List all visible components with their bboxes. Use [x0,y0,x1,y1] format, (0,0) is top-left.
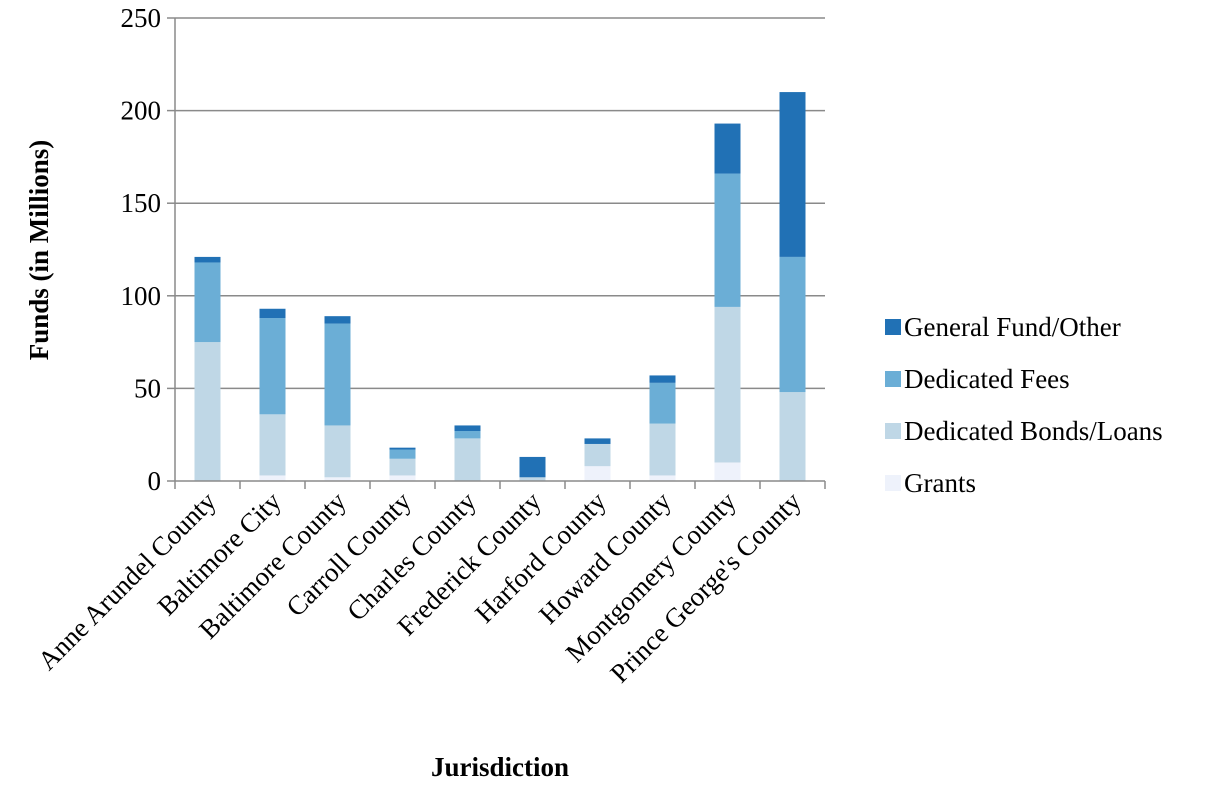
bar-segment [714,173,741,307]
y-tick-label: 100 [121,281,162,311]
y-tick-label: 50 [134,373,161,403]
bar-segment [779,92,806,257]
legend: General Fund/Other Dedicated Fees Dedicate… [885,312,1163,498]
x-axis-title: Jurisdiction [431,752,569,782]
y-tick-label: 150 [121,188,162,218]
bar-segment [454,430,481,439]
bar-segment [519,456,546,478]
legend-label: Grants [904,468,976,498]
bar-segment [714,123,741,174]
legend-swatch [885,423,901,439]
bar-segment [389,449,416,459]
bar-segment [584,438,611,444]
legend-swatch [885,475,901,491]
y-axis-title: Funds (in Millions) [24,140,54,361]
bar-segment [259,414,286,476]
axes [167,17,826,489]
bar-segment [324,316,351,324]
bar-segment [649,375,676,383]
bar-segment [324,477,351,481]
bar-segment [649,423,676,476]
bar-segment [714,306,741,463]
y-tick-label: 0 [148,466,162,496]
legend-swatch [885,319,901,335]
bar-segment [584,443,611,467]
bar-segment [649,475,676,481]
legend-swatch [885,371,901,387]
bar-segment [714,462,741,481]
bar-segment [389,458,416,476]
bar-segment [519,477,546,481]
bar-segment [389,447,416,450]
bar-segment [259,475,286,481]
legend-label: Dedicated Bonds/Loans [904,416,1163,446]
bar-segment [194,342,221,481]
bar-segment [389,475,416,481]
bar-segment [194,256,221,263]
bar-segment [454,425,481,431]
bar-segment [649,382,676,424]
bar-segment [259,308,286,319]
bar-segment [324,425,351,478]
bar-segment [584,466,611,481]
bar-segment [194,262,221,343]
bar-segment [454,438,481,481]
y-tick-labels: 0 50 100 150 200 250 [121,3,162,496]
bar-segment [259,318,286,415]
legend-label: Dedicated Fees [904,364,1070,394]
bar-segment [324,323,351,426]
y-tick-label: 250 [121,3,162,33]
bars [194,92,806,481]
bar-segment [779,392,806,481]
legend-label: General Fund/Other [904,312,1121,342]
bar-segment [779,256,806,393]
y-tick-label: 200 [121,96,162,126]
